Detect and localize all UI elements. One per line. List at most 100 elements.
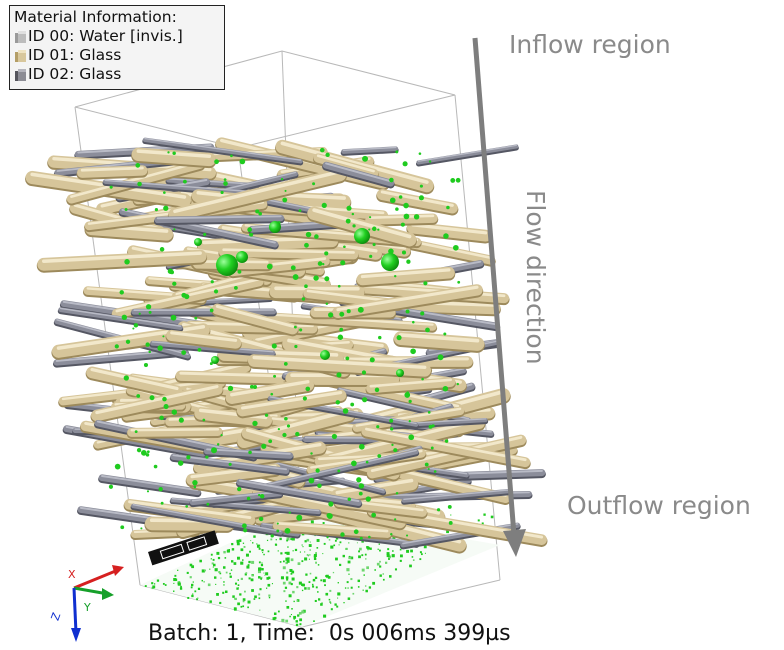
outflow-particle	[346, 581, 349, 584]
water-particle	[314, 234, 319, 239]
outflow-particle	[322, 522, 325, 525]
inflow-region-label: Inflow region	[509, 30, 671, 59]
water-particle	[326, 536, 329, 539]
water-particle	[296, 514, 303, 521]
outflow-particle	[329, 589, 332, 592]
water-particle	[184, 293, 190, 300]
outflow-particle	[308, 581, 311, 583]
outflow-particle	[329, 601, 332, 603]
outflow-particle	[251, 574, 254, 577]
water-particle	[228, 462, 232, 466]
water-particle	[148, 350, 151, 354]
outflow-particle	[216, 551, 220, 555]
outflow-particle	[295, 620, 298, 623]
outflow-particle	[399, 559, 402, 562]
outflow-particle	[267, 583, 271, 587]
water-particle	[145, 453, 150, 457]
water-particle	[135, 163, 141, 168]
outflow-particle	[197, 587, 201, 590]
water-particle	[282, 197, 288, 203]
tan-fiber	[211, 303, 299, 337]
outflow-particle	[314, 576, 318, 579]
outflow-particle	[260, 563, 264, 567]
outflow-particle	[392, 550, 394, 552]
outflow-particle	[266, 577, 270, 580]
water-particle	[124, 259, 130, 265]
outflow-particle	[284, 551, 287, 554]
water-particle	[351, 212, 355, 216]
outflow-particle	[308, 544, 312, 547]
water-droplet	[194, 238, 202, 246]
outflow-particle	[240, 605, 243, 608]
outflow-particle	[481, 522, 484, 525]
water-particle	[368, 535, 371, 539]
water-particle	[442, 385, 449, 392]
outflow-particle	[297, 614, 300, 617]
outflow-particle	[328, 539, 331, 541]
water-particle	[146, 450, 150, 454]
water-particle	[193, 485, 197, 489]
water-particle	[173, 228, 176, 231]
outflow-particle	[281, 618, 285, 622]
water-swatch-icon	[14, 30, 26, 43]
water-particle	[395, 207, 399, 211]
outflow-particle	[323, 614, 327, 618]
outflow-particle	[296, 600, 299, 602]
water-particle	[270, 534, 274, 538]
water-particle	[213, 289, 219, 294]
water-particle	[353, 529, 359, 535]
outflow-particle	[330, 608, 333, 611]
water-particle	[286, 424, 291, 428]
outflow-particle	[323, 542, 326, 545]
outflow-particle	[387, 548, 390, 551]
outflow-particle	[258, 561, 261, 564]
water-particle	[301, 297, 306, 301]
outflow-particle	[357, 579, 361, 583]
water-particle	[391, 443, 394, 447]
water-particle	[365, 496, 371, 502]
outflow-particle	[219, 572, 222, 575]
water-particle	[419, 184, 423, 188]
outflow-particle	[204, 569, 206, 572]
water-particle	[455, 177, 461, 183]
outflow-particle	[376, 562, 380, 566]
outflow-particle	[230, 560, 234, 563]
glass-tan-swatch-icon	[14, 49, 26, 62]
water-particle	[292, 274, 299, 280]
water-particle	[443, 233, 449, 239]
outflow-particle	[372, 581, 376, 585]
water-particle	[378, 335, 382, 340]
water-particle	[145, 342, 150, 347]
water-particle	[403, 202, 409, 209]
fiber-bundle	[25, 137, 548, 554]
outflow-particle	[249, 550, 251, 553]
outflow-particle	[236, 587, 239, 590]
outflow-particle	[258, 597, 261, 600]
water-particle	[396, 335, 402, 341]
outflow-particle	[250, 578, 254, 582]
water-droplet	[269, 221, 281, 233]
outflow-particle	[211, 562, 214, 565]
outflow-particle	[238, 539, 242, 542]
outflow-particle	[339, 563, 342, 567]
outflow-particle	[279, 537, 282, 541]
gray-fiber	[142, 137, 304, 166]
tan-fiber	[225, 378, 315, 406]
outflow-particle	[289, 615, 291, 618]
water-particle	[140, 449, 147, 456]
outflow-particle	[263, 553, 265, 556]
water-particle	[258, 516, 264, 522]
water-particle	[325, 152, 330, 158]
tan-fiber	[266, 312, 438, 333]
water-particle	[114, 463, 121, 470]
water-particle	[259, 494, 265, 499]
outflow-particle	[309, 541, 311, 543]
outflow-particle	[301, 610, 305, 614]
outflow-particle	[285, 561, 288, 565]
water-particle	[359, 536, 363, 540]
water-particle	[403, 213, 410, 220]
water-particle	[109, 185, 113, 189]
water-particle	[305, 231, 312, 238]
water-particle	[192, 479, 198, 486]
